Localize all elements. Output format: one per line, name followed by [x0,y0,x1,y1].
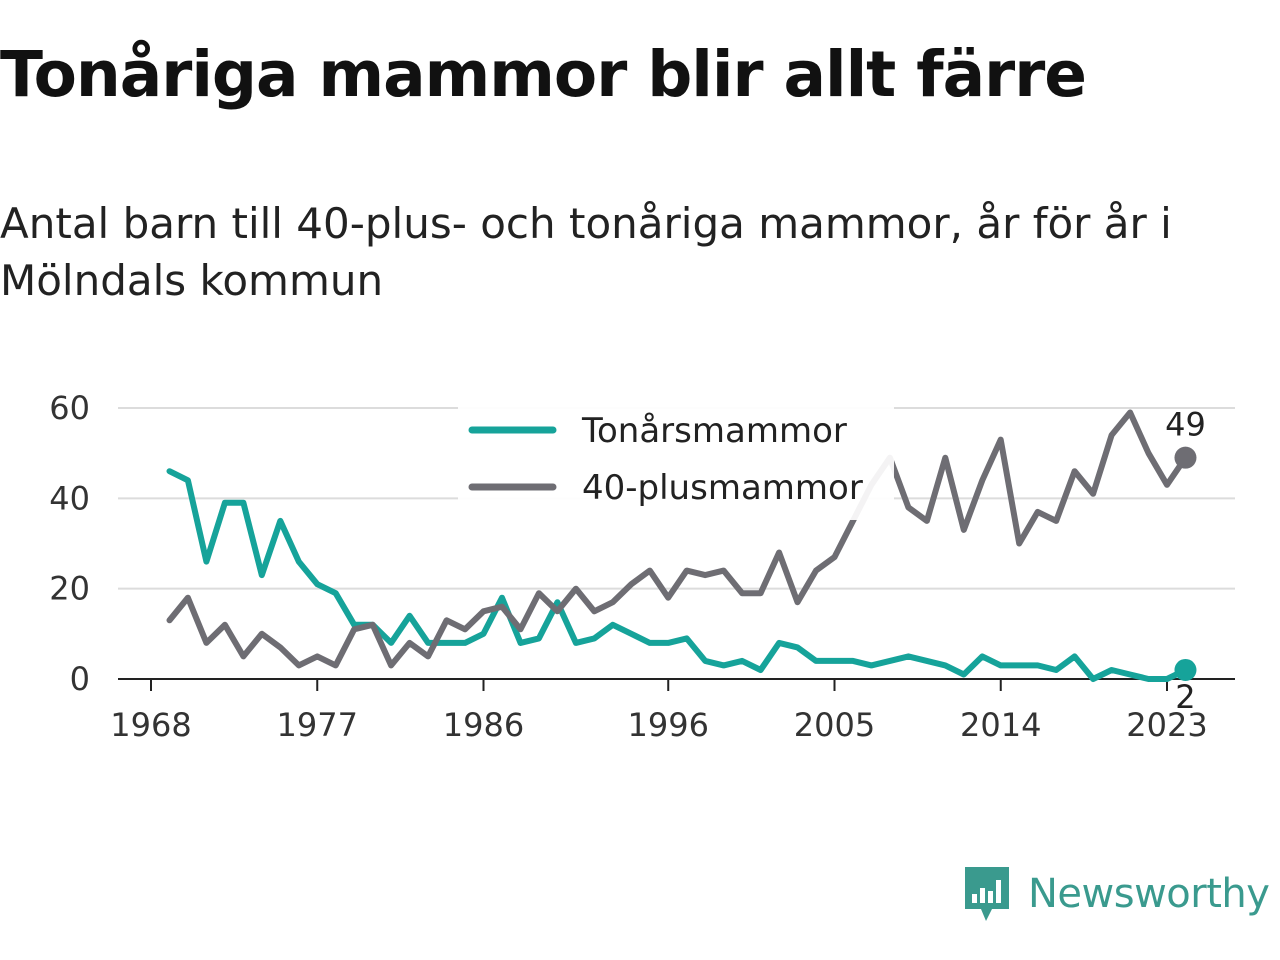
x-tick-label: 2005 [794,706,875,744]
series-line-2 [166,409,1189,669]
end-labels: 2 49 [1165,406,1206,716]
y-axis: 0 20 40 60 [49,389,90,698]
brand-name: Newsworthy [1028,871,1270,917]
newsworthy-logo-icon [965,867,1009,921]
series-line-1 [166,468,1189,682]
chart-subtitle: Antal barn till 40-plus- och tonåriga ma… [0,199,1172,305]
newsworthy-logo: Newsworthy [962,862,1270,926]
x-tick-label: 1986 [443,706,524,744]
x-axis: 1968 1977 1986 1996 2005 2014 2023 [110,679,1208,744]
end-point [1174,658,1197,681]
x-tick-label: 2014 [960,706,1041,744]
end-value-label: 49 [1165,406,1206,444]
x-tick-label: 1996 [628,706,709,744]
legend-label: Tonårsmammor [581,411,847,451]
chart-title: Tonåriga mammor blir allt färre [0,38,1087,111]
legend: Tonårsmammor 40-plusmammor [458,402,894,520]
y-tick-label: 40 [49,479,90,517]
x-tick-label: 1968 [110,706,191,744]
legend-background [458,402,894,520]
end-point [1174,446,1197,469]
legend-label: 40-plusmammor [582,468,863,508]
series-lines [166,409,1189,682]
y-tick-label: 60 [49,389,90,427]
line-chart: 0 20 40 60 1968 1977 1986 1996 2005 2014 2023 Ton… [49,389,1235,744]
x-tick-label: 2023 [1126,706,1207,744]
y-tick-label: 20 [49,570,90,608]
y-tick-label: 0 [70,660,90,698]
x-tick-label: 1977 [277,706,358,744]
end-value-label: 2 [1175,678,1195,716]
